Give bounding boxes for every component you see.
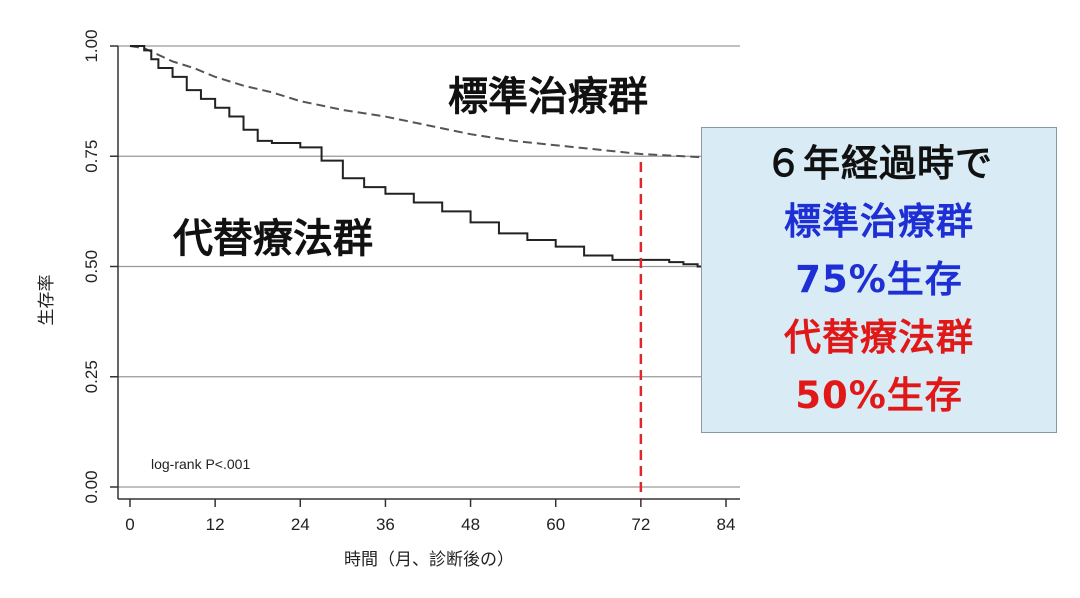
- callout-standard-group: 標準治療群: [784, 200, 974, 243]
- x-tick-label: 0: [125, 515, 134, 534]
- x-tick-label: 48: [461, 515, 480, 534]
- y-tick-label: 0.25: [82, 360, 101, 393]
- result-callout-box: ６年経過時で 標準治療群 75%生存 代替療法群 50%生存: [701, 127, 1057, 433]
- series-lines: [129, 45, 727, 268]
- x-tick-label: 84: [717, 515, 736, 534]
- callout-alternative-survival: 50%生存: [795, 374, 963, 417]
- y-ticks: 0.00 0.25 0.50 0.75 1.00: [82, 29, 118, 504]
- y-tick-label: 0.00: [82, 470, 101, 503]
- callout-heading: ６年経過時で: [765, 142, 993, 185]
- x-tick-label: 12: [206, 515, 225, 534]
- callout-standard-survival: 75%生存: [795, 258, 963, 301]
- y-tick-label: 1.00: [82, 29, 101, 62]
- x-tick-label: 72: [631, 515, 650, 534]
- x-ticks: 0 12 24 36 48 60 72 84: [125, 499, 735, 534]
- series-alternative-curve: [130, 45, 726, 268]
- y-axis-title: 生存率: [37, 275, 57, 326]
- log-rank-annotation: log-rank P<.001: [151, 456, 250, 472]
- x-tick-label: 36: [376, 515, 395, 534]
- alternative-group-label: 代替療法群: [172, 216, 373, 262]
- callout-alternative-group: 代替療法群: [784, 316, 974, 359]
- x-axis-title: 時間（月、診断後の）: [344, 550, 514, 570]
- y-tick-label: 0.75: [82, 140, 101, 173]
- y-tick-label: 0.50: [82, 250, 101, 283]
- x-tick-label: 24: [291, 515, 310, 534]
- series-standard-curve: [129, 45, 727, 160]
- gridlines: [118, 45, 740, 488]
- x-tick-label: 60: [546, 515, 565, 534]
- standard-group-label: 標準治療群: [448, 74, 648, 120]
- axes: [117, 46, 740, 500]
